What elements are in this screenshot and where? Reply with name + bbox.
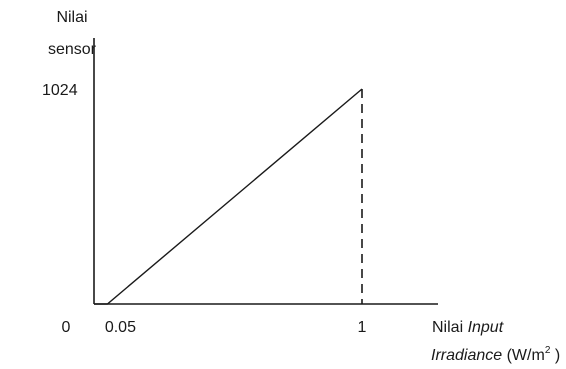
x-axis-label-prefix: Nilai <box>432 319 468 336</box>
x-tick-label: 1 <box>358 319 367 336</box>
x-axis-label-line-1: Nilai Input <box>432 319 504 336</box>
x-axis-label-unit: (W/m <box>502 347 545 364</box>
x-tick-label: 0.05 <box>105 319 136 336</box>
x-axis-label-line-2: Irradiance (W/m2 ) <box>431 345 560 364</box>
y-axis-label-line-2: sensor <box>48 41 97 58</box>
y-axis-label-line-1: Nilai <box>56 9 87 26</box>
x-axis-label-input: Input <box>468 319 504 336</box>
x-axis-label-irradiance: Irradiance <box>431 347 502 364</box>
x-tick-label: 0 <box>62 319 71 336</box>
x-axis-label-unit-close: ) <box>550 347 560 364</box>
x-axis-label-unit-sup: 2 <box>545 345 551 356</box>
series-line <box>94 88 363 305</box>
y-tick-label: 1024 <box>42 82 78 99</box>
